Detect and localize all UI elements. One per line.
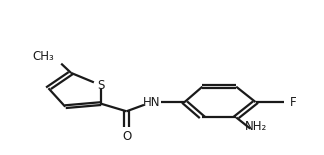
Text: NH₂: NH₂	[244, 120, 267, 133]
Text: F: F	[289, 96, 296, 109]
Text: CH₃: CH₃	[32, 50, 54, 63]
Text: S: S	[97, 79, 104, 92]
Text: HN: HN	[143, 96, 160, 109]
Text: O: O	[122, 131, 131, 144]
